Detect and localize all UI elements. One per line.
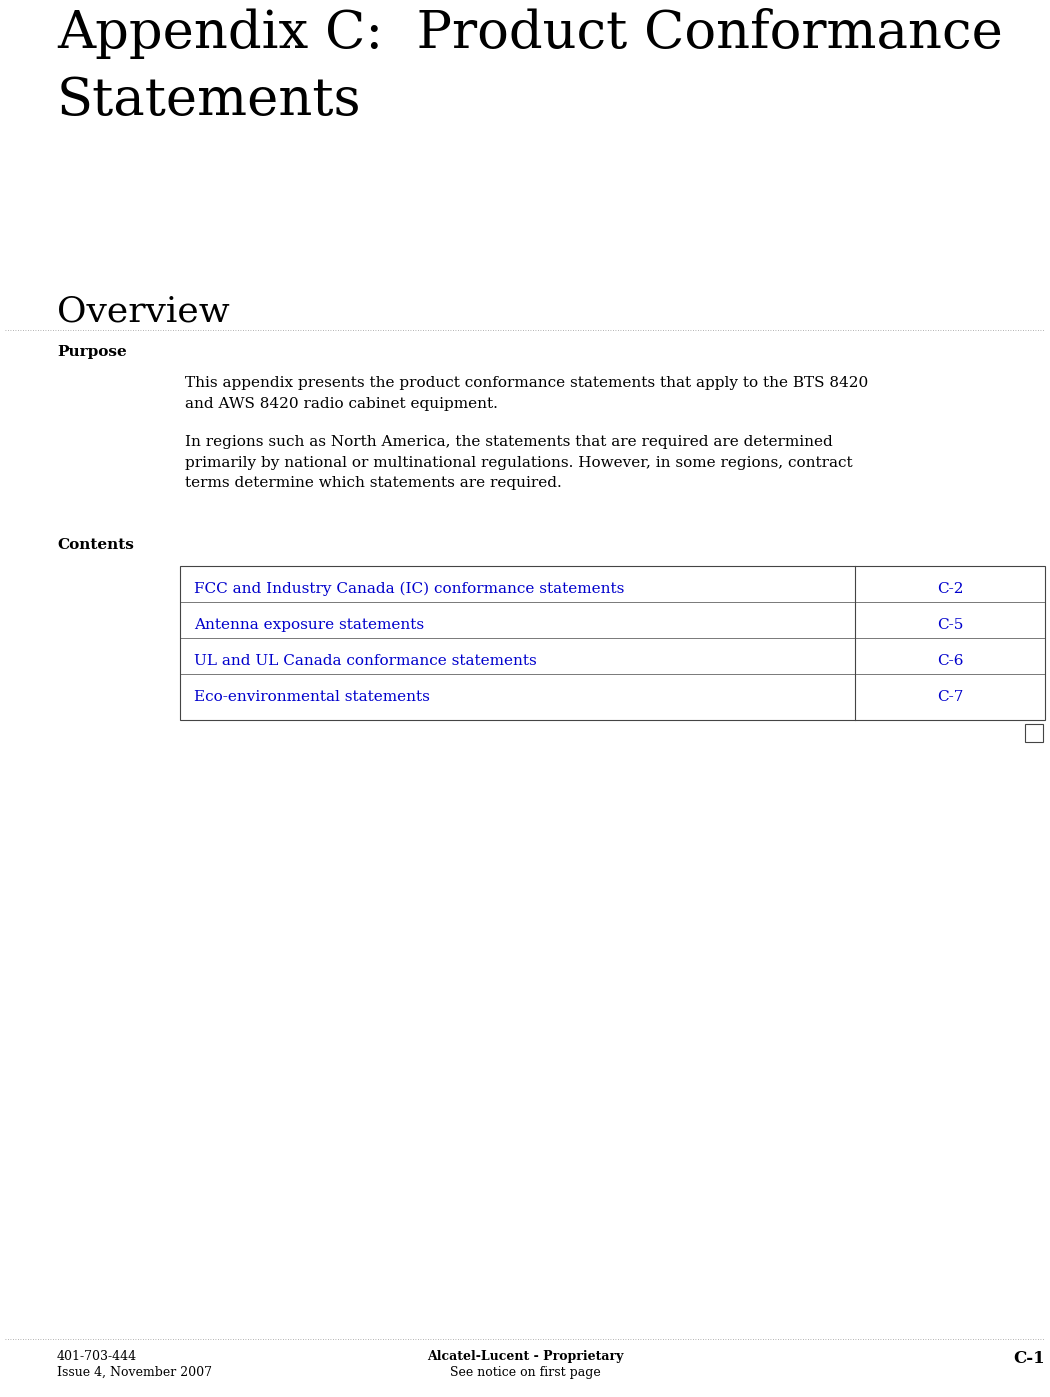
Text: C-6: C-6: [937, 654, 963, 668]
Text: Contents: Contents: [57, 538, 134, 552]
Text: C-2: C-2: [937, 583, 963, 597]
Text: Statements: Statements: [57, 75, 361, 126]
Text: This appendix presents the product conformance statements that apply to the BTS : This appendix presents the product confo…: [185, 376, 868, 411]
Text: Alcatel-Lucent - Proprietary: Alcatel-Lucent - Proprietary: [426, 1350, 624, 1363]
Text: UL and UL Canada conformance statements: UL and UL Canada conformance statements: [194, 654, 537, 668]
Text: In regions such as North America, the statements that are required are determine: In regions such as North America, the st…: [185, 434, 853, 490]
Bar: [180, 566, 1045, 719]
Text: FCC and Industry Canada (IC) conformance statements: FCC and Industry Canada (IC) conformance…: [194, 581, 625, 597]
Text: C-7: C-7: [937, 690, 963, 704]
Text: Eco-environmental statements: Eco-environmental statements: [194, 690, 429, 704]
Bar: [1025, 724, 1043, 742]
Text: Purpose: Purpose: [57, 345, 127, 359]
Text: C-1: C-1: [1013, 1350, 1045, 1368]
Text: 401-703-444: 401-703-444: [57, 1350, 138, 1363]
Text: See notice on first page: See notice on first page: [449, 1366, 601, 1379]
Text: Overview: Overview: [57, 295, 230, 330]
Text: Appendix C:  Product Conformance: Appendix C: Product Conformance: [57, 8, 1003, 59]
Text: C-5: C-5: [937, 617, 963, 631]
Text: Issue 4, November 2007: Issue 4, November 2007: [57, 1366, 212, 1379]
Text: Antenna exposure statements: Antenna exposure statements: [194, 617, 424, 631]
